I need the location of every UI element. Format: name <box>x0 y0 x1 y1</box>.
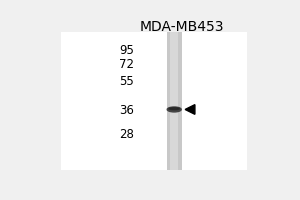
Text: 95: 95 <box>119 44 134 57</box>
Text: MDA-MB453: MDA-MB453 <box>140 20 224 34</box>
Text: 72: 72 <box>119 58 134 71</box>
Bar <box>170 32 178 170</box>
Bar <box>167 32 182 170</box>
Ellipse shape <box>169 108 179 110</box>
Polygon shape <box>185 105 195 114</box>
Ellipse shape <box>167 107 181 112</box>
Text: 36: 36 <box>119 104 134 117</box>
Text: 28: 28 <box>119 128 134 141</box>
Text: 55: 55 <box>119 75 134 88</box>
Bar <box>61 32 247 170</box>
